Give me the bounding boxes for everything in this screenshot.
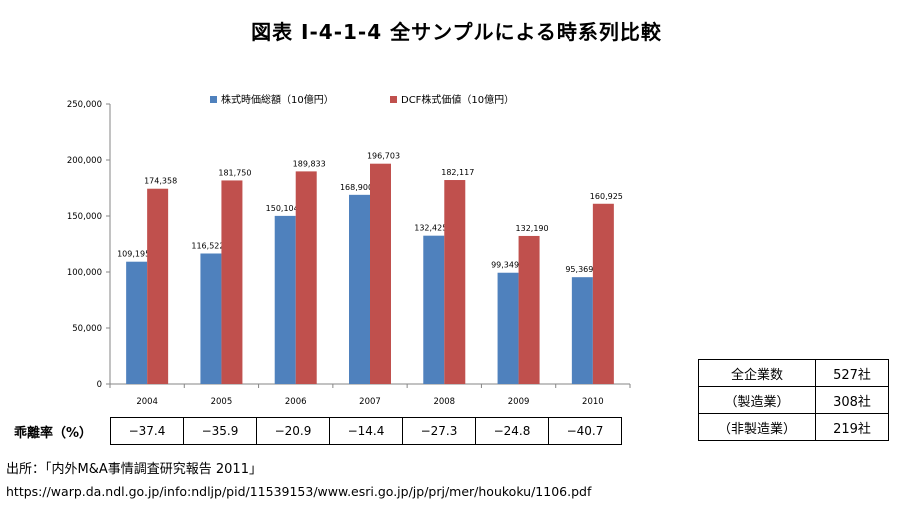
- deviation-rate-2009: −24.8: [475, 417, 549, 445]
- count-row-all: 全企業数 527社: [698, 359, 889, 387]
- bar-market-cap-2007: [349, 194, 370, 384]
- count-value-non-manufacturing: 219社: [815, 413, 889, 441]
- count-value-manufacturing: 308社: [815, 386, 889, 414]
- bar-dcf-value-2005: [221, 180, 243, 384]
- x-tick-label: 2005: [211, 397, 233, 407]
- deviation-rate-2006: −20.9: [256, 417, 330, 445]
- data-label: 95,369: [565, 265, 593, 274]
- bar-chart: 0 50,000 100,000 150,000 200,000 250,000 109,1…: [67, 93, 631, 407]
- deviation-rate-2007: −14.4: [329, 417, 403, 445]
- bar-market-cap-2004: [126, 261, 148, 384]
- y-tick-label: 200,000: [67, 156, 102, 166]
- deviation-rate-2010: −40.7: [548, 417, 622, 445]
- x-tick-label: 2006: [285, 397, 307, 407]
- bar-dcf-value-2009: [518, 235, 540, 384]
- source-note: 出所：「内外M&A事情調査研究報告 2011」: [6, 462, 262, 477]
- bar-market-cap-2006: [274, 215, 296, 384]
- bar-market-cap-2009: [497, 272, 519, 384]
- bar-dcf-value-2010: [592, 203, 614, 384]
- deviation-rate-table: 乖離率（%） −37.4 −35.9 −20.9 −14.4 −27.3 −24…: [14, 417, 622, 445]
- data-label: 168,900: [340, 183, 373, 192]
- chart-title: 図表 I-4-1-4 全サンプルによる時系列比較: [251, 20, 662, 44]
- bar-dcf-value-2008: [444, 180, 466, 384]
- y-tick-label: 0: [97, 380, 102, 390]
- x-tick-label: 2008: [433, 397, 455, 407]
- data-label: 109,195: [117, 250, 150, 259]
- y-tick-label: 50,000: [72, 324, 102, 334]
- data-label: 99,349: [491, 261, 519, 270]
- legend-label: 株式時価総額（10億円）: [221, 93, 334, 106]
- data-label: 116,522: [191, 241, 224, 250]
- legend-swatch: [390, 96, 397, 103]
- source-url: https://warp.da.ndl.go.jp/info:ndljp/pid…: [6, 484, 592, 499]
- bar-market-cap-2005: [200, 253, 222, 384]
- deviation-rate-2008: −27.3: [402, 417, 476, 445]
- deviation-rate-2005: −35.9: [183, 417, 257, 445]
- bar-market-cap-2008: [423, 235, 445, 384]
- count-row-manufacturing: （製造業） 308社: [698, 386, 889, 414]
- data-label: 174,358: [144, 177, 177, 186]
- count-row-non-manufacturing: （非製造業） 219社: [698, 413, 889, 441]
- count-label-non-manufacturing: （非製造業）: [698, 413, 816, 441]
- data-label: 189,833: [293, 159, 326, 168]
- deviation-rate-label: 乖離率（%）: [14, 425, 93, 441]
- x-tick-label: 2009: [508, 397, 530, 407]
- x-tick-label: 2010: [582, 397, 604, 407]
- y-tick-label: 150,000: [67, 212, 102, 222]
- x-tick-label: 2004: [136, 397, 158, 407]
- data-label: 160,925: [590, 192, 623, 201]
- bar-dcf-value-2004: [147, 188, 169, 384]
- deviation-rate-row: 乖離率（%） −37.4 −35.9 −20.9 −14.4 −27.3 −24…: [14, 417, 622, 445]
- data-label: 150,104: [266, 204, 299, 213]
- bar-dcf-value-2006: [295, 171, 317, 384]
- data-label: 182,117: [441, 168, 474, 177]
- count-value-all: 527社: [815, 359, 889, 387]
- data-label: 196,703: [367, 152, 400, 161]
- y-tick-label: 250,000: [67, 100, 102, 110]
- legend-swatch: [210, 96, 217, 103]
- data-label: 181,750: [218, 168, 251, 177]
- x-tick-label: 2007: [359, 397, 381, 407]
- deviation-rate-2004: −37.4: [110, 417, 184, 445]
- count-label-manufacturing: （製造業）: [698, 386, 816, 414]
- bar-dcf-value-2007: [370, 163, 391, 384]
- y-tick-label: 100,000: [67, 268, 102, 278]
- legend-label: DCF株式価値（10億円）: [401, 93, 514, 106]
- count-label-all: 全企業数: [698, 359, 816, 387]
- data-label: 132,190: [516, 224, 549, 233]
- bar-market-cap-2010: [571, 277, 593, 384]
- data-label: 132,425: [414, 224, 447, 233]
- company-count-table: 全企業数 527社 （製造業） 308社 （非製造業） 219社: [698, 359, 889, 441]
